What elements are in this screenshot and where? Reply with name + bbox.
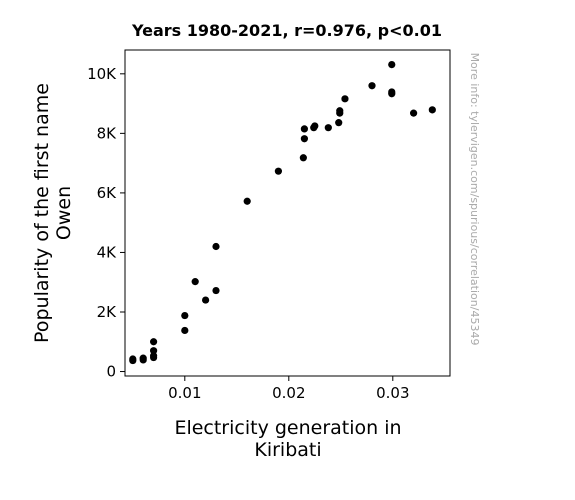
y-tick-label: 2K bbox=[97, 303, 118, 321]
y-tick-label: 6K bbox=[97, 184, 118, 202]
chart-title: Years 1980-2021, r=0.976, p<0.01 bbox=[131, 21, 442, 40]
plot-area-frame bbox=[124, 49, 451, 377]
data-point bbox=[428, 106, 436, 114]
data-point bbox=[150, 338, 158, 346]
y-tick-label: 10K bbox=[87, 65, 117, 83]
data-point bbox=[274, 167, 282, 175]
data-point bbox=[299, 154, 307, 162]
data-point bbox=[324, 124, 332, 132]
x-axis-label-line2: Kiribati bbox=[254, 439, 321, 461]
y-tick-label: 4K bbox=[97, 243, 118, 261]
data-point bbox=[311, 122, 319, 130]
data-point bbox=[341, 95, 349, 103]
data-point bbox=[243, 197, 251, 205]
y-axis-label: Popularity of the first name Owen bbox=[31, 83, 75, 343]
watermark-text: More info: tylervigen.com/spurious/corre… bbox=[468, 53, 481, 346]
data-point bbox=[129, 355, 137, 363]
y-axis-label-line2: Owen bbox=[53, 186, 75, 240]
ticks-layer: 0.01 0.02 0.03 0 2K 4K 6K 8K 10K bbox=[87, 65, 409, 402]
data-point bbox=[150, 352, 158, 360]
x-axis-label-line1: Electricity generation in bbox=[174, 417, 401, 439]
data-point bbox=[300, 125, 308, 133]
data-point bbox=[388, 88, 396, 96]
data-point bbox=[388, 60, 396, 69]
data-point bbox=[410, 109, 418, 117]
data-point bbox=[368, 82, 376, 90]
y-axis-label-line1: Popularity of the first name bbox=[31, 83, 53, 343]
data-point bbox=[139, 354, 147, 362]
data-point bbox=[335, 119, 343, 127]
y-tick-label: 8K bbox=[97, 124, 118, 142]
x-tick-label: 0.01 bbox=[168, 384, 201, 402]
data-point bbox=[150, 347, 158, 355]
data-point bbox=[202, 296, 210, 304]
data-point bbox=[212, 242, 220, 251]
x-tick-label: 0.03 bbox=[376, 384, 409, 402]
data-point bbox=[191, 278, 199, 286]
data-point bbox=[181, 326, 189, 335]
data-point bbox=[181, 311, 189, 320]
x-tick-label: 0.02 bbox=[272, 384, 305, 402]
y-tick-label: 0 bbox=[106, 363, 116, 381]
data-point bbox=[212, 286, 220, 295]
data-point bbox=[336, 107, 344, 115]
x-axis-label: Electricity generation in Kiribati bbox=[174, 417, 401, 461]
points-layer bbox=[129, 60, 436, 365]
data-point bbox=[300, 135, 308, 143]
